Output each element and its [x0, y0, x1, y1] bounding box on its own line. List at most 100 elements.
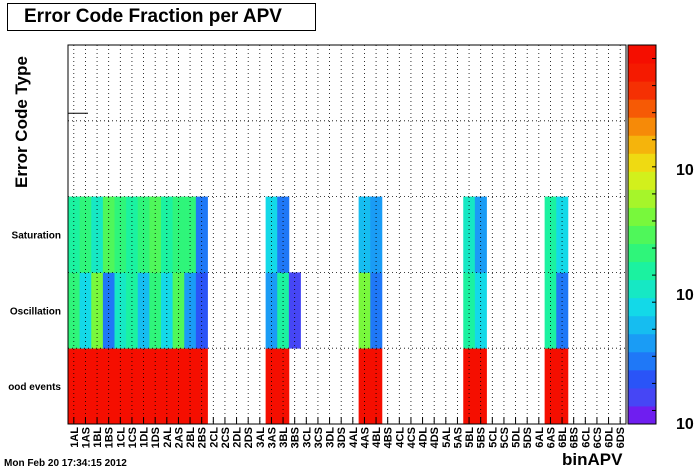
z-axis-label: 10 — [676, 416, 694, 433]
heatmap-cell — [265, 272, 278, 349]
heatmap-cell — [358, 348, 371, 425]
x-tick-label: 5CS — [499, 427, 511, 448]
x-tick-label: 3DL — [325, 427, 337, 448]
z-axis-labels: 10 10 10 — [676, 162, 694, 433]
heatmap-cell — [114, 348, 127, 425]
x-axis-ticks: 1AL 1AS 1BL 1BS 1CL 1CS 1DL 1DS 2AL 2AS 2BL 2BS 2CL 2… — [69, 417, 627, 448]
heatmap-cell — [370, 196, 383, 273]
heatmap-cell — [91, 272, 104, 349]
y-axis-title: Error Code Type — [12, 56, 31, 188]
x-tick-label: 6AL — [534, 427, 546, 448]
heatmap-cell — [102, 196, 115, 273]
palette-swatch — [628, 315, 656, 335]
x-tick-label: 5BS — [476, 427, 488, 448]
palette-swatch — [628, 171, 656, 190]
heatmap-cell — [544, 272, 557, 349]
heatmap-cell — [68, 196, 81, 273]
heatmap-cell — [265, 348, 278, 425]
palette-swatch — [628, 81, 656, 100]
x-tick-label: 1AS — [80, 427, 92, 448]
heatmap-cell — [102, 348, 115, 425]
z-axis-label: 10 — [676, 287, 694, 304]
heatmap-cell — [68, 272, 81, 349]
y-axis-ticks: ood events Oscillation Saturation — [8, 112, 88, 393]
heatmap-cell — [137, 348, 150, 425]
x-tick-label: 2DS — [243, 427, 255, 448]
heatmap-cell — [126, 272, 139, 349]
heatmap-cell — [463, 272, 476, 349]
heatmap-cell — [79, 348, 92, 425]
x-tick-label: 4BL — [371, 427, 383, 448]
heatmap-cell — [91, 348, 104, 425]
palette-swatch — [628, 387, 656, 407]
heatmap-cell — [184, 196, 197, 273]
y-tick-label: ood events — [8, 382, 61, 393]
heatmap-cell — [137, 272, 150, 349]
heatmap-cell — [544, 196, 557, 273]
heatmap-cell — [79, 272, 92, 349]
heatmap-cell — [277, 196, 290, 273]
x-tick-label: 1BS — [104, 427, 116, 448]
x-tick-label: 3AS — [266, 427, 278, 448]
heatmap-cell — [556, 348, 569, 425]
x-tick-label: 6AS — [545, 427, 557, 448]
heatmap-cell — [358, 196, 371, 273]
x-tick-label: 5AL — [441, 427, 453, 448]
y-tick-label: Oscillation — [10, 306, 61, 317]
heatmap-cell — [195, 348, 208, 425]
heatmap-cell — [184, 272, 197, 349]
x-tick-label: 6DL — [604, 427, 616, 448]
x-tick-label: 4CS — [406, 427, 418, 448]
heatmap-cell — [114, 196, 127, 273]
x-tick-label: 2AL — [162, 427, 174, 448]
palette-swatch — [628, 153, 656, 172]
heatmap-cell — [172, 348, 185, 425]
x-tick-label: 2BS — [197, 427, 209, 448]
x-tick-label: 4CL — [394, 427, 406, 448]
palette-swatch — [628, 45, 656, 64]
heatmap-cell — [288, 272, 301, 349]
x-tick-label: 4BS — [383, 427, 395, 448]
x-tick-label: 5DS — [522, 427, 534, 448]
plot-frame — [67, 44, 627, 425]
x-tick-label: 2DL — [232, 427, 244, 448]
heatmap-cell — [195, 272, 208, 349]
palette-swatch — [628, 351, 656, 371]
x-tick-label: 6BL — [557, 427, 569, 448]
heatmap-cell — [91, 196, 104, 273]
palette-swatch — [628, 279, 656, 299]
heatmap-cell — [463, 348, 476, 425]
heatmap-cell — [463, 196, 476, 273]
heatmap-cell — [161, 272, 174, 349]
x-tick-label: 2BL — [185, 427, 197, 448]
palette-frame — [627, 44, 657, 425]
x-tick-label: 4AL — [348, 427, 360, 448]
palette-swatch — [628, 63, 656, 82]
x-tick-label: 1AL — [69, 427, 81, 448]
heatmap-cell — [149, 196, 162, 273]
x-tick-label: 4DS — [429, 427, 441, 448]
x-tick-label: 1CL — [115, 427, 127, 448]
heatmap-cell — [126, 196, 139, 273]
x-tick-label: 3BS — [290, 427, 302, 448]
timestamp: Mon Feb 20 17:34:15 2012 — [4, 458, 127, 469]
x-tick-label: 3AL — [255, 427, 267, 448]
heatmap-cell — [149, 348, 162, 425]
heatmap-cell — [277, 348, 290, 425]
heatmap-cell — [265, 196, 278, 273]
x-tick-label: 6DS — [615, 427, 627, 448]
heatmap-cell — [370, 348, 383, 425]
palette-swatch — [628, 189, 656, 208]
palette-swatch — [628, 207, 656, 226]
heatmap-cell — [114, 272, 127, 349]
palette-swatch — [628, 99, 656, 118]
palette-swatch — [628, 117, 656, 136]
heatmap-cell — [161, 348, 174, 425]
x-tick-label: 6CS — [592, 427, 604, 448]
heatmap-cell — [556, 196, 569, 273]
x-tick-label: 1DS — [150, 427, 162, 448]
heatmap-cell — [137, 196, 150, 273]
x-tick-label: 1DL — [139, 427, 151, 448]
palette-swatch — [628, 261, 656, 281]
